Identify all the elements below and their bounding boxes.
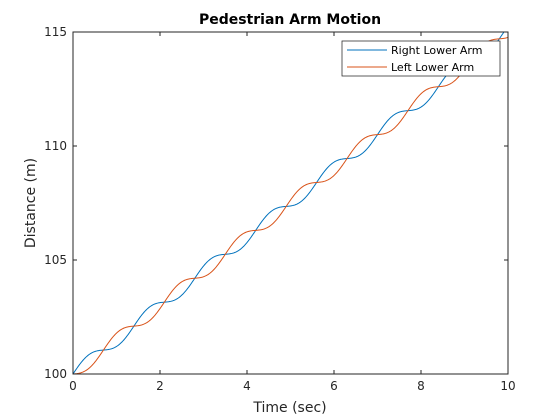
x-axis-label: Time (sec) (252, 400, 326, 416)
legend-box (341, 40, 501, 77)
y-ticks: 100 105 110 115 (44, 25, 508, 381)
x-tick-label: 6 (330, 379, 338, 393)
chart-title: Pedestrian Arm Motion (199, 12, 381, 28)
x-ticks: 0 2 4 6 8 10 (69, 32, 516, 393)
y-tick-label: 105 (44, 253, 67, 267)
legend: Right Lower Arm Left Lower Arm (341, 40, 501, 77)
x-tick-label: 4 (243, 379, 251, 393)
y-tick-label: 110 (44, 139, 67, 153)
series-layer (72, 32, 509, 375)
plot-area (73, 32, 508, 374)
y-tick-label: 115 (44, 25, 67, 39)
x-tick-label: 8 (417, 379, 425, 393)
legend-label-left-lower-arm: Left Lower Arm (391, 61, 474, 74)
x-tick-label: 10 (500, 379, 515, 393)
legend-label-right-lower-arm: Right Lower Arm (391, 44, 482, 57)
x-tick-label: 0 (69, 379, 77, 393)
y-axis-label: Distance (m) (23, 158, 39, 248)
y-tick-label: 100 (44, 367, 67, 381)
x-tick-label: 2 (156, 379, 164, 393)
axes-box (72, 31, 509, 375)
series-line-left-lower-arm (72, 36, 509, 375)
series-line-right-lower-arm (72, 32, 505, 375)
